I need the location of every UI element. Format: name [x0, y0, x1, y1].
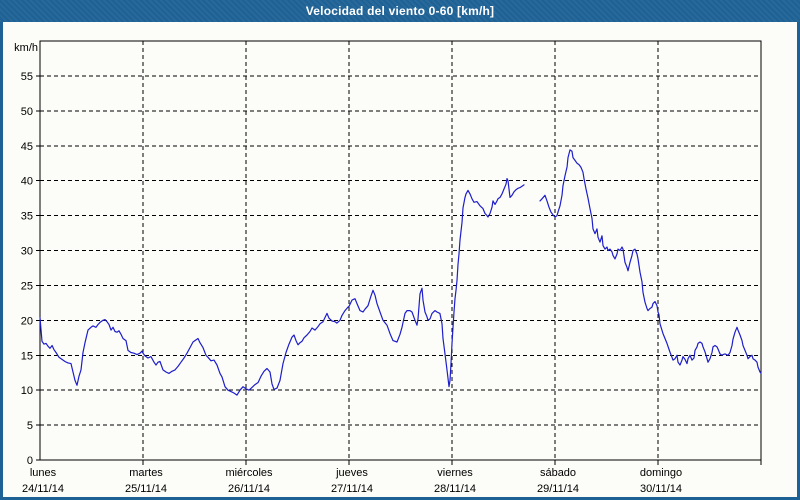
chart-title: Velocidad del viento 0-60 [km/h]	[305, 4, 495, 18]
x-axis-date-label: 28/11/14	[434, 483, 476, 495]
wind-speed-series	[539, 149, 762, 374]
y-tick-label: 10	[21, 385, 33, 397]
y-tick-label: 50	[21, 106, 33, 118]
x-axis-date-label: 26/11/14	[228, 483, 270, 495]
window-border-bottom	[0, 497, 800, 500]
x-axis-date-label: 25/11/14	[125, 483, 167, 495]
y-tick-label: 5	[27, 420, 33, 432]
x-axis-day-label: lunes	[30, 467, 57, 479]
y-tick-label: 15	[21, 350, 33, 362]
y-tick-label: 30	[21, 246, 33, 258]
x-axis-date-label: 24/11/14	[22, 483, 64, 495]
y-tick-label: 20	[21, 315, 33, 327]
x-axis-day-label: jueves	[335, 467, 368, 479]
y-tick-label: 40	[21, 176, 33, 188]
x-axis-day-label: miércoles	[225, 467, 273, 479]
chart-title-bar: Velocidad del viento 0-60 [km/h]	[0, 0, 800, 22]
y-tick-label: 25	[21, 280, 33, 292]
y-tick-label: 0	[27, 455, 33, 467]
x-axis-day-label: domingo	[640, 467, 682, 479]
y-tick-label: 35	[21, 211, 33, 223]
x-axis-date-label: 30/11/14	[640, 483, 682, 495]
y-axis-unit-label: km/h	[14, 42, 38, 54]
x-axis-date-label: 29/11/14	[537, 483, 579, 495]
window-border-left	[0, 22, 3, 500]
wind-speed-series	[39, 178, 525, 396]
x-axis-date-label: 27/11/14	[331, 483, 373, 495]
x-axis-day-label: sábado	[540, 467, 576, 479]
window-border-right	[797, 22, 800, 500]
x-axis-day-label: martes	[129, 467, 163, 479]
y-tick-label: 45	[21, 141, 33, 153]
y-tick-label: 55	[21, 71, 33, 83]
wind-speed-line-chart: 0 5 10 15 20 25 30 35 40 45 50 55 km/h lunes 24/11/14 m…	[14, 40, 762, 495]
x-axis-day-label: viernes	[437, 467, 473, 479]
